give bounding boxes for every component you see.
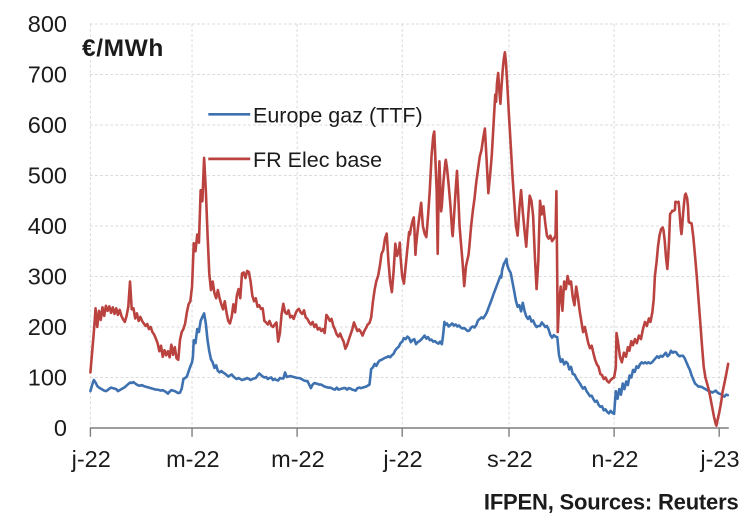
svg-text:600: 600	[28, 112, 67, 138]
svg-text:0: 0	[54, 415, 67, 441]
svg-text:200: 200	[28, 314, 67, 340]
svg-text:FR Elec base: FR Elec base	[253, 148, 382, 172]
svg-text:m-22: m-22	[166, 446, 220, 472]
svg-text:300: 300	[28, 264, 67, 290]
svg-text:j-22: j-22	[71, 446, 111, 472]
svg-text:s-22: s-22	[487, 446, 533, 472]
svg-text:n-22: n-22	[591, 446, 638, 472]
svg-text:j-23: j-23	[699, 446, 739, 472]
svg-text:500: 500	[28, 163, 67, 189]
svg-text:j-22: j-22	[382, 446, 422, 472]
svg-text:m-22: m-22	[271, 446, 325, 472]
svg-text:700: 700	[28, 62, 67, 88]
svg-text:100: 100	[28, 365, 67, 391]
svg-text:800: 800	[28, 11, 67, 37]
svg-text:€/MWh: €/MWh	[82, 35, 164, 62]
svg-text:IFPEN, Sources: Reuters: IFPEN, Sources: Reuters	[484, 489, 739, 514]
svg-text:400: 400	[28, 213, 67, 239]
svg-text:Europe gaz (TTF): Europe gaz (TTF)	[253, 104, 423, 128]
